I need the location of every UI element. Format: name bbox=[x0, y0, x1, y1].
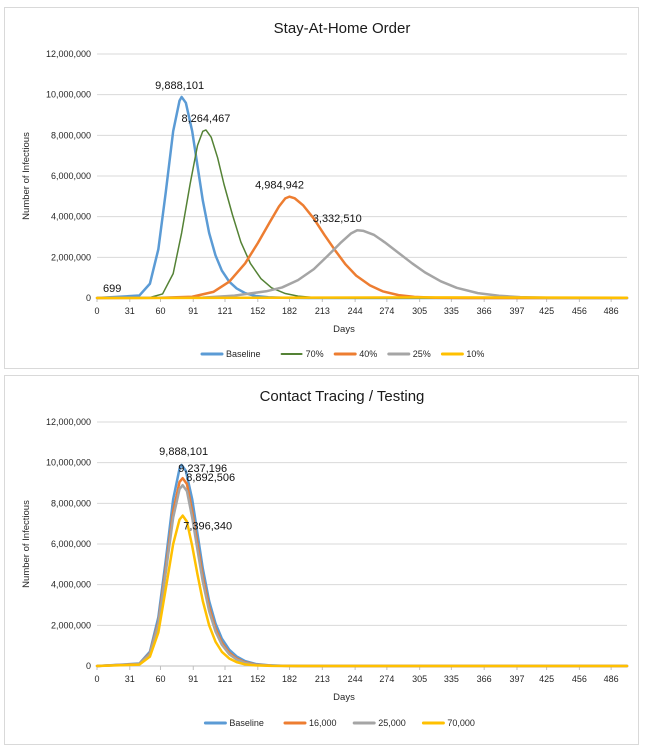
y-tick-label: 12,000,000 bbox=[46, 49, 91, 59]
x-tick-label: 182 bbox=[282, 674, 297, 684]
x-tick-label: 486 bbox=[604, 306, 619, 316]
chart-panel-contact-tracing: Contact Tracing / Testing 0 2,000,000 4,000… bbox=[4, 375, 639, 745]
x-tick-label: 425 bbox=[539, 306, 554, 316]
y-tick-label: 0 bbox=[86, 661, 91, 671]
x-tick-label: 244 bbox=[348, 674, 363, 684]
series-line-25- bbox=[95, 228, 629, 300]
data-label: 7,396,340 bbox=[183, 521, 232, 533]
x-tick-label: 335 bbox=[444, 674, 459, 684]
data-label: 9,888,101 bbox=[155, 80, 204, 92]
x-tick-label: 60 bbox=[155, 674, 165, 684]
series-line-40- bbox=[95, 195, 629, 300]
x-tick-label: 0 bbox=[94, 674, 99, 684]
y-tick-label: 2,000,000 bbox=[51, 252, 91, 262]
x-tick-label: 425 bbox=[539, 674, 554, 684]
series-line-70- bbox=[96, 129, 628, 299]
legend-label-25-: 25% bbox=[413, 349, 431, 359]
x-tick-label: 182 bbox=[282, 306, 297, 316]
data-label: 8,264,467 bbox=[181, 113, 230, 125]
y-tick-label: 6,000,000 bbox=[51, 171, 91, 181]
x-tick-label: 91 bbox=[188, 674, 198, 684]
y-tick-label: 10,000,000 bbox=[46, 90, 91, 100]
legend-label-baseline: Baseline bbox=[229, 718, 264, 728]
x-tick-label: 0 bbox=[94, 306, 99, 316]
x-tick-label: 397 bbox=[509, 674, 524, 684]
x-tick-label: 366 bbox=[477, 306, 492, 316]
x-tick-label: 121 bbox=[217, 306, 232, 316]
x-tick-label: 305 bbox=[412, 674, 427, 684]
data-label: 4,984,942 bbox=[255, 180, 304, 192]
x-tick-label: 121 bbox=[217, 674, 232, 684]
x-tick-label: 486 bbox=[604, 674, 619, 684]
chart-svg-stay-at-home: Stay-At-Home Order 0 2,000,000 4,000,000 6,0… bbox=[21, 20, 629, 359]
x-tick-label: 213 bbox=[315, 306, 330, 316]
x-axis-title: Days bbox=[333, 692, 355, 703]
legend-label-10-: 10% bbox=[466, 349, 484, 359]
series-line-10- bbox=[95, 296, 629, 300]
legend-label-baseline: Baseline bbox=[226, 349, 261, 359]
data-label: 9,237,196 bbox=[178, 463, 227, 475]
y-tick-label: 0 bbox=[86, 293, 91, 303]
y-tick-label: 4,000,000 bbox=[51, 212, 91, 222]
series-line-25-000 bbox=[95, 483, 629, 668]
y-tick-label: 6,000,000 bbox=[51, 539, 91, 549]
data-label: 8,892,506 bbox=[186, 472, 235, 484]
series-line-baseline bbox=[95, 95, 629, 300]
x-axis-title: Days bbox=[333, 324, 355, 335]
x-tick-label: 152 bbox=[250, 674, 265, 684]
x-tick-label: 335 bbox=[444, 306, 459, 316]
legend-label-16-000: 16,000 bbox=[309, 718, 337, 728]
y-tick-label: 8,000,000 bbox=[51, 498, 91, 508]
data-label: 3,332,510 bbox=[313, 213, 362, 225]
x-tick-label: 60 bbox=[155, 306, 165, 316]
data-label: 699 bbox=[103, 283, 121, 295]
x-tick-label: 274 bbox=[379, 674, 394, 684]
legend-label-25-000: 25,000 bbox=[378, 718, 406, 728]
series-line-70-000 bbox=[95, 514, 629, 668]
x-tick-label: 213 bbox=[315, 674, 330, 684]
x-tick-label: 31 bbox=[125, 674, 135, 684]
chart-title: Stay-At-Home Order bbox=[274, 20, 411, 37]
x-tick-label: 305 bbox=[412, 306, 427, 316]
y-tick-label: 4,000,000 bbox=[51, 580, 91, 590]
x-tick-label: 31 bbox=[125, 306, 135, 316]
x-tick-label: 152 bbox=[250, 306, 265, 316]
y-tick-label: 8,000,000 bbox=[51, 130, 91, 140]
x-tick-label: 397 bbox=[509, 306, 524, 316]
x-tick-label: 91 bbox=[188, 306, 198, 316]
x-tick-label: 456 bbox=[572, 674, 587, 684]
legend-label-70-: 70% bbox=[306, 349, 324, 359]
legend-label-40-: 40% bbox=[359, 349, 377, 359]
x-tick-label: 456 bbox=[572, 306, 587, 316]
y-axis-title: Number of Infectious bbox=[21, 132, 32, 220]
legend: Baseline 16,000 25,000 70,000 bbox=[203, 718, 475, 728]
legend-label-70-000: 70,000 bbox=[447, 718, 475, 728]
data-label: 9,888,101 bbox=[159, 446, 208, 458]
chart-svg-contact-tracing: Contact Tracing / Testing 0 2,000,000 4,000… bbox=[21, 388, 629, 728]
legend: Baseline 70% 40% 25% 10% bbox=[200, 349, 484, 359]
y-tick-label: 2,000,000 bbox=[51, 620, 91, 630]
x-tick-label: 274 bbox=[379, 306, 394, 316]
y-axis-title: Number of Infectious bbox=[21, 500, 32, 588]
x-tick-label: 366 bbox=[477, 674, 492, 684]
x-tick-label: 244 bbox=[348, 306, 363, 316]
chart-title: Contact Tracing / Testing bbox=[260, 388, 425, 405]
y-tick-label: 10,000,000 bbox=[46, 458, 91, 468]
y-tick-label: 12,000,000 bbox=[46, 417, 91, 427]
chart-panel-stay-at-home: Stay-At-Home Order 0 2,000,000 4,000,000 6,0… bbox=[4, 7, 639, 369]
